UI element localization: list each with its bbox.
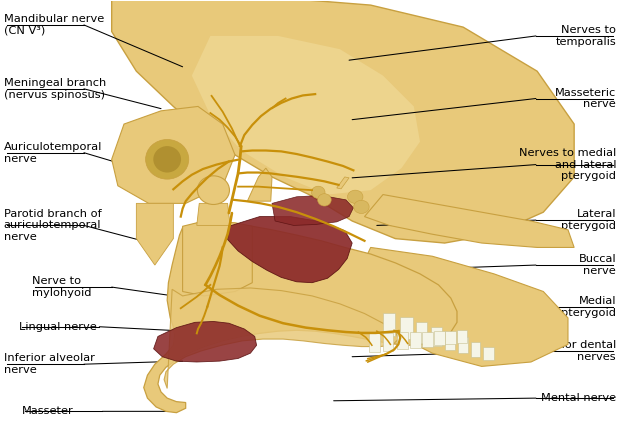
Bar: [483, 347, 494, 360]
Bar: [423, 332, 433, 347]
Bar: [446, 331, 455, 344]
Bar: [431, 327, 442, 346]
Text: Masseteric
nerve: Masseteric nerve: [555, 88, 616, 109]
Bar: [417, 322, 428, 343]
Polygon shape: [272, 195, 353, 225]
Text: Parotid branch of
auriculotemporal
nerve: Parotid branch of auriculotemporal nerve: [4, 209, 101, 242]
Text: Masseter: Masseter: [22, 406, 74, 416]
Polygon shape: [227, 217, 352, 283]
Ellipse shape: [353, 200, 369, 213]
Text: Lateral
pterygoid: Lateral pterygoid: [561, 210, 616, 231]
Text: Nerves to medial
and lateral
pterygoid: Nerves to medial and lateral pterygoid: [519, 148, 616, 181]
Polygon shape: [182, 221, 252, 296]
Polygon shape: [247, 168, 272, 201]
Polygon shape: [164, 288, 399, 389]
Polygon shape: [154, 321, 256, 362]
Ellipse shape: [146, 140, 188, 179]
Bar: [410, 332, 421, 348]
Bar: [458, 337, 468, 353]
Polygon shape: [137, 203, 173, 265]
Bar: [470, 342, 480, 357]
Bar: [383, 312, 396, 335]
Text: Lingual nerve: Lingual nerve: [19, 322, 97, 332]
Ellipse shape: [318, 194, 331, 206]
Ellipse shape: [347, 190, 363, 203]
Polygon shape: [197, 203, 230, 225]
Text: Meningeal branch
(nervus spinosus): Meningeal branch (nervus spinosus): [4, 78, 106, 99]
Bar: [457, 330, 467, 343]
Bar: [383, 333, 394, 351]
Polygon shape: [337, 177, 349, 189]
Ellipse shape: [197, 176, 229, 205]
Text: Inferior alveolar
nerve: Inferior alveolar nerve: [4, 354, 95, 375]
Polygon shape: [365, 194, 574, 248]
Text: Mental nerve: Mental nerve: [541, 393, 616, 403]
Bar: [400, 317, 413, 339]
Polygon shape: [192, 36, 420, 194]
Text: Inferior dental
nerves: Inferior dental nerves: [535, 340, 616, 362]
Ellipse shape: [311, 186, 325, 198]
Bar: [370, 333, 380, 352]
Text: Nerves to
temporalis: Nerves to temporalis: [556, 25, 616, 47]
Text: Auriculotemporal
nerve: Auriculotemporal nerve: [4, 142, 102, 164]
Bar: [434, 331, 445, 345]
Polygon shape: [112, 0, 574, 243]
Text: Medial
pterygoid: Medial pterygoid: [561, 296, 616, 318]
Bar: [445, 332, 454, 350]
Bar: [397, 332, 408, 349]
Polygon shape: [144, 221, 457, 413]
Text: Mandibular nerve
(CN V³): Mandibular nerve (CN V³): [4, 14, 104, 36]
Text: Buccal
nerve: Buccal nerve: [578, 254, 616, 276]
Polygon shape: [358, 248, 568, 366]
Text: Nerve to
mylohyoid: Nerve to mylohyoid: [32, 276, 91, 298]
Polygon shape: [112, 107, 235, 203]
Ellipse shape: [153, 146, 181, 172]
